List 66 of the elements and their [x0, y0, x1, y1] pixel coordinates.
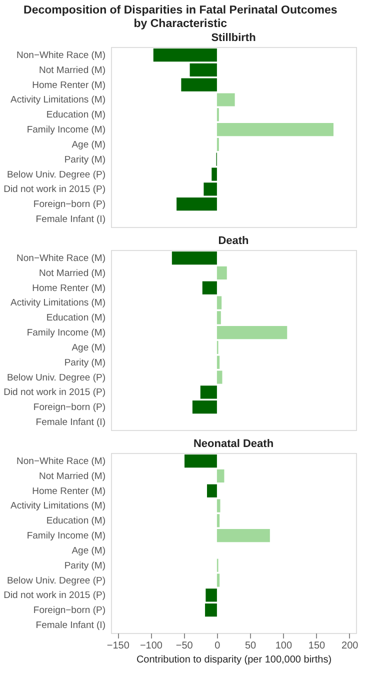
bar — [216, 266, 227, 280]
bar — [153, 48, 217, 62]
bar — [216, 326, 288, 340]
chart-subtitle: Stillbirth — [211, 32, 256, 44]
y-tick-label: Did not work in 2015 (P) — [4, 387, 106, 398]
bar — [190, 63, 217, 77]
y-tick-label: Female Infant (I) — [36, 416, 106, 428]
y-tick-label: Age (M) — [72, 342, 106, 354]
chart-title: Decomposition of Disparities in Fatal Perinatal Outcomes by Characteristic — [24, 4, 338, 30]
y-tick-label: Age (M) — [72, 545, 106, 556]
x-tick-label: 200 — [342, 640, 359, 652]
x-tick-label: 50 — [244, 640, 257, 652]
y-tick-label: Female Infant (I) — [36, 214, 106, 225]
x-tick-label: −150 — [106, 640, 130, 652]
x-tick-label: 100 — [275, 640, 292, 652]
y-tick-label: Parity (M) — [64, 154, 106, 166]
y-tick-label: Parity (M) — [64, 560, 106, 572]
bar — [216, 528, 270, 542]
bar — [200, 386, 217, 399]
x-tick-label: 0 — [214, 640, 221, 652]
bar — [172, 251, 217, 265]
y-tick-label: Activity Limitations (M) — [10, 94, 106, 106]
y-tick-label: Age (M) — [72, 139, 106, 150]
y-tick-label: Not Married (M) — [38, 470, 106, 482]
y-tick-label: Non−White Race (M) — [16, 50, 106, 62]
bar — [206, 588, 217, 602]
y-tick-label: Below Univ. Degree (P) — [6, 575, 106, 586]
bar — [176, 197, 217, 211]
bar — [216, 122, 334, 136]
bar — [181, 78, 217, 92]
y-tick-label: Foreign−born (P) — [33, 402, 106, 414]
y-tick-label: Family Income (M) — [26, 124, 106, 136]
y-tick-label: Family Income (M) — [26, 328, 106, 339]
y-tick-label: Female Infant (I) — [36, 620, 106, 631]
y-tick-label: Non−White Race (M) — [16, 253, 106, 264]
bar — [205, 603, 217, 617]
y-tick-label: Not Married (M) — [38, 64, 106, 76]
y-tick-label: Home Renter (M) — [32, 80, 106, 91]
x-tick-label: 150 — [308, 640, 326, 652]
y-tick-label: Education (M) — [46, 312, 106, 324]
y-tick-label: Parity (M) — [64, 357, 106, 368]
x-axis-title: Contribution to disparity (per 100,000 births) — [136, 654, 332, 666]
bar — [216, 469, 224, 483]
chart-subtitle: Neonatal Death — [193, 438, 274, 450]
bar — [184, 454, 217, 468]
y-tick-label: Did not work in 2015 (P) — [4, 184, 106, 196]
y-tick-label: Activity Limitations (M) — [10, 500, 106, 512]
chart-subtitle: Death — [218, 235, 250, 247]
y-tick-label: Home Renter (M) — [32, 282, 106, 294]
y-tick-label: Home Renter (M) — [32, 486, 106, 497]
x-tick-label: −50 — [176, 640, 194, 652]
x-tick-label: −100 — [140, 640, 163, 652]
y-tick-label: Below Univ. Degree (P) — [6, 372, 106, 384]
y-tick-label: Not Married (M) — [38, 268, 106, 279]
y-tick-label: Foreign−born (P) — [33, 605, 106, 616]
y-tick-label: Foreign−born (P) — [33, 199, 106, 210]
y-tick-label: Non−White Race (M) — [16, 456, 106, 468]
y-tick-label: Family Income (M) — [26, 530, 106, 542]
bar — [192, 400, 217, 414]
y-tick-label: Did not work in 2015 (P) — [4, 590, 106, 602]
y-tick-label: Activity Limitations (M) — [10, 298, 106, 309]
bar — [202, 281, 217, 294]
bar — [207, 484, 217, 498]
y-tick-label: Education (M) — [46, 110, 106, 121]
y-tick-label: Below Univ. Degree (P) — [6, 169, 106, 180]
y-tick-label: Education (M) — [46, 516, 106, 527]
